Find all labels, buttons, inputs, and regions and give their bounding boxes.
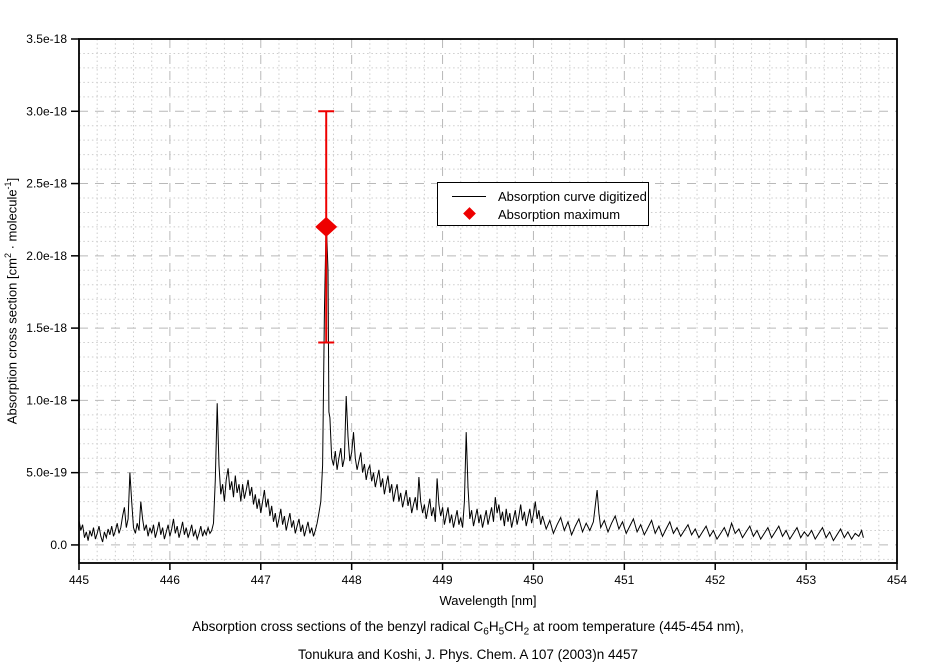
y-axis-title-mid: · molecule [4, 189, 20, 254]
grid-major [79, 39, 897, 563]
x-tick-label: 448 [342, 573, 362, 587]
x-tick-label: 452 [705, 573, 725, 587]
y-tick-label: 1.0e-18 [26, 393, 67, 407]
y-axis-title: Absorption cross section [cm2 · molecule… [3, 131, 21, 471]
x-tick-label: 451 [614, 573, 634, 587]
y-tick-label: 1.5e-18 [26, 321, 67, 335]
legend: Absorption curve digitized Absorption ma… [437, 182, 649, 226]
plot-frame [78, 38, 898, 564]
y-axis-title-text: Absorption cross section [cm [4, 258, 20, 425]
spectrum-plot: 0.0 5.0e-19 1.0e-18 1.5e-18 2.0e-18 2.5e-18 3.… [26, 32, 907, 587]
caption-text-suffix: at room temperature (445-454 nm), [529, 619, 744, 634]
caption-sub-5: 5 [498, 626, 505, 638]
legend-diamond-wrap [452, 205, 486, 223]
legend-item-curve: Absorption curve digitized [452, 187, 648, 205]
caption-line-2: Tonukura and Koshi, J. Phys. Chem. A 107… [298, 646, 638, 662]
caption-sub-2: 2 [523, 626, 530, 638]
x-tick-label: 453 [796, 573, 816, 587]
caption-sub-6: 6 [483, 626, 489, 638]
y-tick-label: 2.0e-18 [26, 249, 67, 263]
caption-text-h: H [488, 619, 499, 634]
figure-caption: Absorption cross sections of the benzyl … [0, 616, 936, 666]
y-tick-label: 3.0e-18 [26, 104, 67, 118]
axis-tick-labels: 0.0 5.0e-19 1.0e-18 1.5e-18 2.0e-18 2.5e-18 3.… [26, 32, 907, 587]
caption-text-ch: CH [504, 619, 524, 634]
x-axis-title: Wavelength [nm] [439, 593, 537, 608]
x-tick-label: 446 [160, 573, 180, 587]
y-axis-superscript-minus1: -1 [3, 181, 13, 190]
legend-label-maximum: Absorption maximum [498, 206, 621, 222]
x-tick-label: 445 [69, 573, 89, 587]
x-tick-label: 454 [887, 573, 907, 587]
y-tick-label: 0.0 [50, 538, 67, 552]
legend-item-maximum: Absorption maximum [452, 205, 648, 223]
y-tick-label: 3.5e-18 [26, 32, 67, 46]
absorption-maximum-marker [315, 216, 338, 237]
y-tick-label: 2.5e-18 [26, 177, 67, 191]
caption-text: Absorption cross sections of the benzyl … [192, 619, 484, 634]
y-axis-title-suffix: ] [4, 177, 20, 182]
x-tick-label: 450 [523, 573, 543, 587]
legend-diamond-icon [462, 207, 476, 220]
absorption-curve [78, 219, 864, 543]
caption-line-1: Absorption cross sections of the benzyl … [0, 616, 936, 644]
grid-minor [79, 39, 897, 563]
legend-line-swatch-icon [452, 195, 486, 197]
legend-label-curve: Absorption curve digitized [498, 188, 647, 204]
axis-ticks [71, 38, 898, 570]
y-tick-label: 5.0e-19 [26, 466, 67, 480]
x-tick-label: 449 [433, 573, 453, 587]
x-tick-label: 447 [251, 573, 271, 587]
y-axis-superscript-2: 2 [3, 253, 13, 259]
